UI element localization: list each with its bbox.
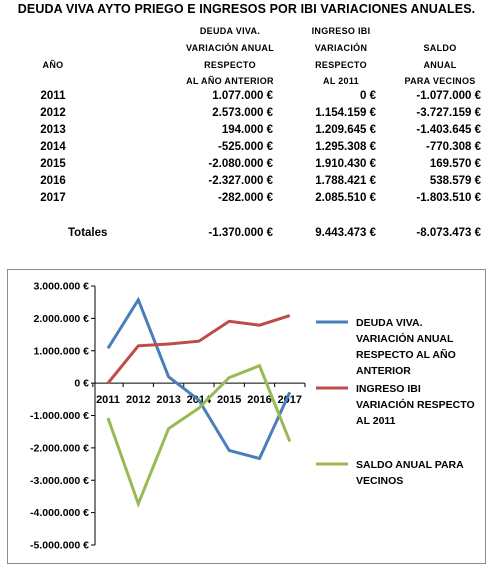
legend-label: INGRESO IBI	[356, 383, 421, 395]
x-tick-label: 2017	[278, 394, 302, 406]
chart-container: 3.000.000 € 2.000.000 € 1.000.000 € 0 € -1.0…	[7, 269, 486, 564]
header-year: AÑO	[42, 60, 64, 70]
x-tick-label: 2013	[156, 394, 180, 406]
legend-label: SALDO ANUAL PARA	[356, 459, 464, 471]
totals-saldo: -8.073.473 €	[416, 227, 481, 239]
series-line-1	[106, 296, 292, 461]
legend-label: VARIACIÓN ANUAL	[356, 332, 454, 345]
legend-label: ANTERIOR	[356, 365, 411, 377]
cell-saldo: 538.579 €	[429, 175, 481, 187]
y-tick-label: 1.000.000 €	[34, 345, 90, 357]
y-tick-label: -1.000.000 €	[30, 410, 89, 422]
cell-ibi: 2.085.510 €	[315, 192, 376, 204]
page-title: DEUDA VIVA AYTO PRIEGO E INGRESOS POR IB…	[17, 2, 476, 16]
cell-deuda: -525.000 €	[218, 141, 273, 153]
header-deuda-line-1: DEUDA VIVA.	[199, 26, 261, 36]
cell-saldo: -1.077.000 €	[416, 90, 481, 102]
x-tick-label: 2012	[126, 394, 150, 406]
legend-label: VECINOS	[356, 475, 403, 487]
cell-year: 2013	[40, 124, 66, 136]
cell-saldo: -1.803.510 €	[416, 192, 481, 204]
header-saldo-line-1: SALDO	[423, 43, 457, 53]
cell-deuda: 2.573.000 €	[212, 107, 273, 119]
cell-saldo: 169.570 €	[429, 158, 481, 170]
series-line-3	[106, 363, 292, 509]
cell-year: 2011	[40, 90, 66, 102]
totals-label: Totales	[68, 227, 108, 239]
cell-year: 2014	[40, 141, 66, 153]
cell-ibi: 1.209.645 €	[315, 124, 376, 136]
header-ibi-line-1: INGRESO IBI	[311, 26, 371, 36]
header-ibi-line-3: RESPECTO	[315, 60, 367, 70]
x-tick-label: 2016	[247, 394, 271, 406]
cell-saldo: -3.727.159 €	[416, 107, 481, 119]
x-tick-label: 2015	[217, 394, 241, 406]
totals-ibi: 9.443.473 €	[315, 227, 376, 239]
y-tick-label: -4.000.000 €	[30, 507, 89, 519]
cell-saldo: -1.403.645 €	[416, 124, 481, 136]
y-tick-label: -5.000.000 €	[30, 540, 89, 552]
header-deuda-line-2: VARIACIÓN ANUAL	[186, 43, 274, 53]
cell-year: 2012	[40, 107, 66, 119]
y-tick-label: -2.000.000 €	[30, 442, 89, 454]
cell-deuda: 194.000 €	[221, 124, 273, 136]
cell-deuda: -2.080.000 €	[208, 158, 273, 170]
y-tick-label: -3.000.000 €	[30, 475, 89, 487]
cell-ibi: 1.154.159 €	[315, 107, 376, 119]
header-ibi-line-4: AL 2011	[323, 76, 359, 86]
legend-label: VARIACIÓN RESPECTO	[356, 398, 475, 411]
y-tick-label: 2.000.000 €	[34, 313, 90, 325]
legend-label: DEUDA VIVA.	[356, 317, 423, 329]
header-deuda-line-3: RESPECTO	[204, 60, 256, 70]
header-saldo-line-3: PARA VECINOS	[404, 76, 476, 86]
header-ibi-line-2: VARIACIÓN	[314, 43, 368, 53]
cell-year: 2015	[40, 158, 66, 170]
y-tick-label: 3.000.000 €	[34, 281, 90, 293]
legend-label: RESPECTO AL AÑO	[356, 348, 456, 361]
cell-ibi: 1.295.308 €	[315, 141, 376, 153]
legend-label: AL 2011	[356, 415, 396, 427]
cell-deuda: -2.327.000 €	[208, 175, 273, 187]
series-line-2	[106, 314, 291, 385]
cell-deuda: -282.000 €	[218, 192, 273, 204]
header-saldo-line-2: ANUAL	[423, 60, 457, 70]
cell-ibi: 1.788.421 €	[315, 175, 376, 187]
cell-deuda: 1.077.000 €	[212, 90, 273, 102]
y-tick-label: 0 €	[74, 378, 89, 390]
x-tick-label: 2011	[96, 394, 120, 406]
totals-deuda: -1.370.000 €	[208, 227, 273, 239]
cell-ibi: 0 €	[360, 90, 376, 102]
cell-saldo: -770.308 €	[426, 141, 481, 153]
cell-year: 2017	[40, 192, 66, 204]
cell-ibi: 1.910.430 €	[315, 158, 376, 170]
header-deuda-line-4: AL AÑO ANTERIOR	[186, 76, 274, 86]
cell-year: 2016	[40, 175, 66, 187]
line-chart: 3.000.000 € 2.000.000 € 1.000.000 € 0 € -1.0…	[30, 281, 475, 552]
